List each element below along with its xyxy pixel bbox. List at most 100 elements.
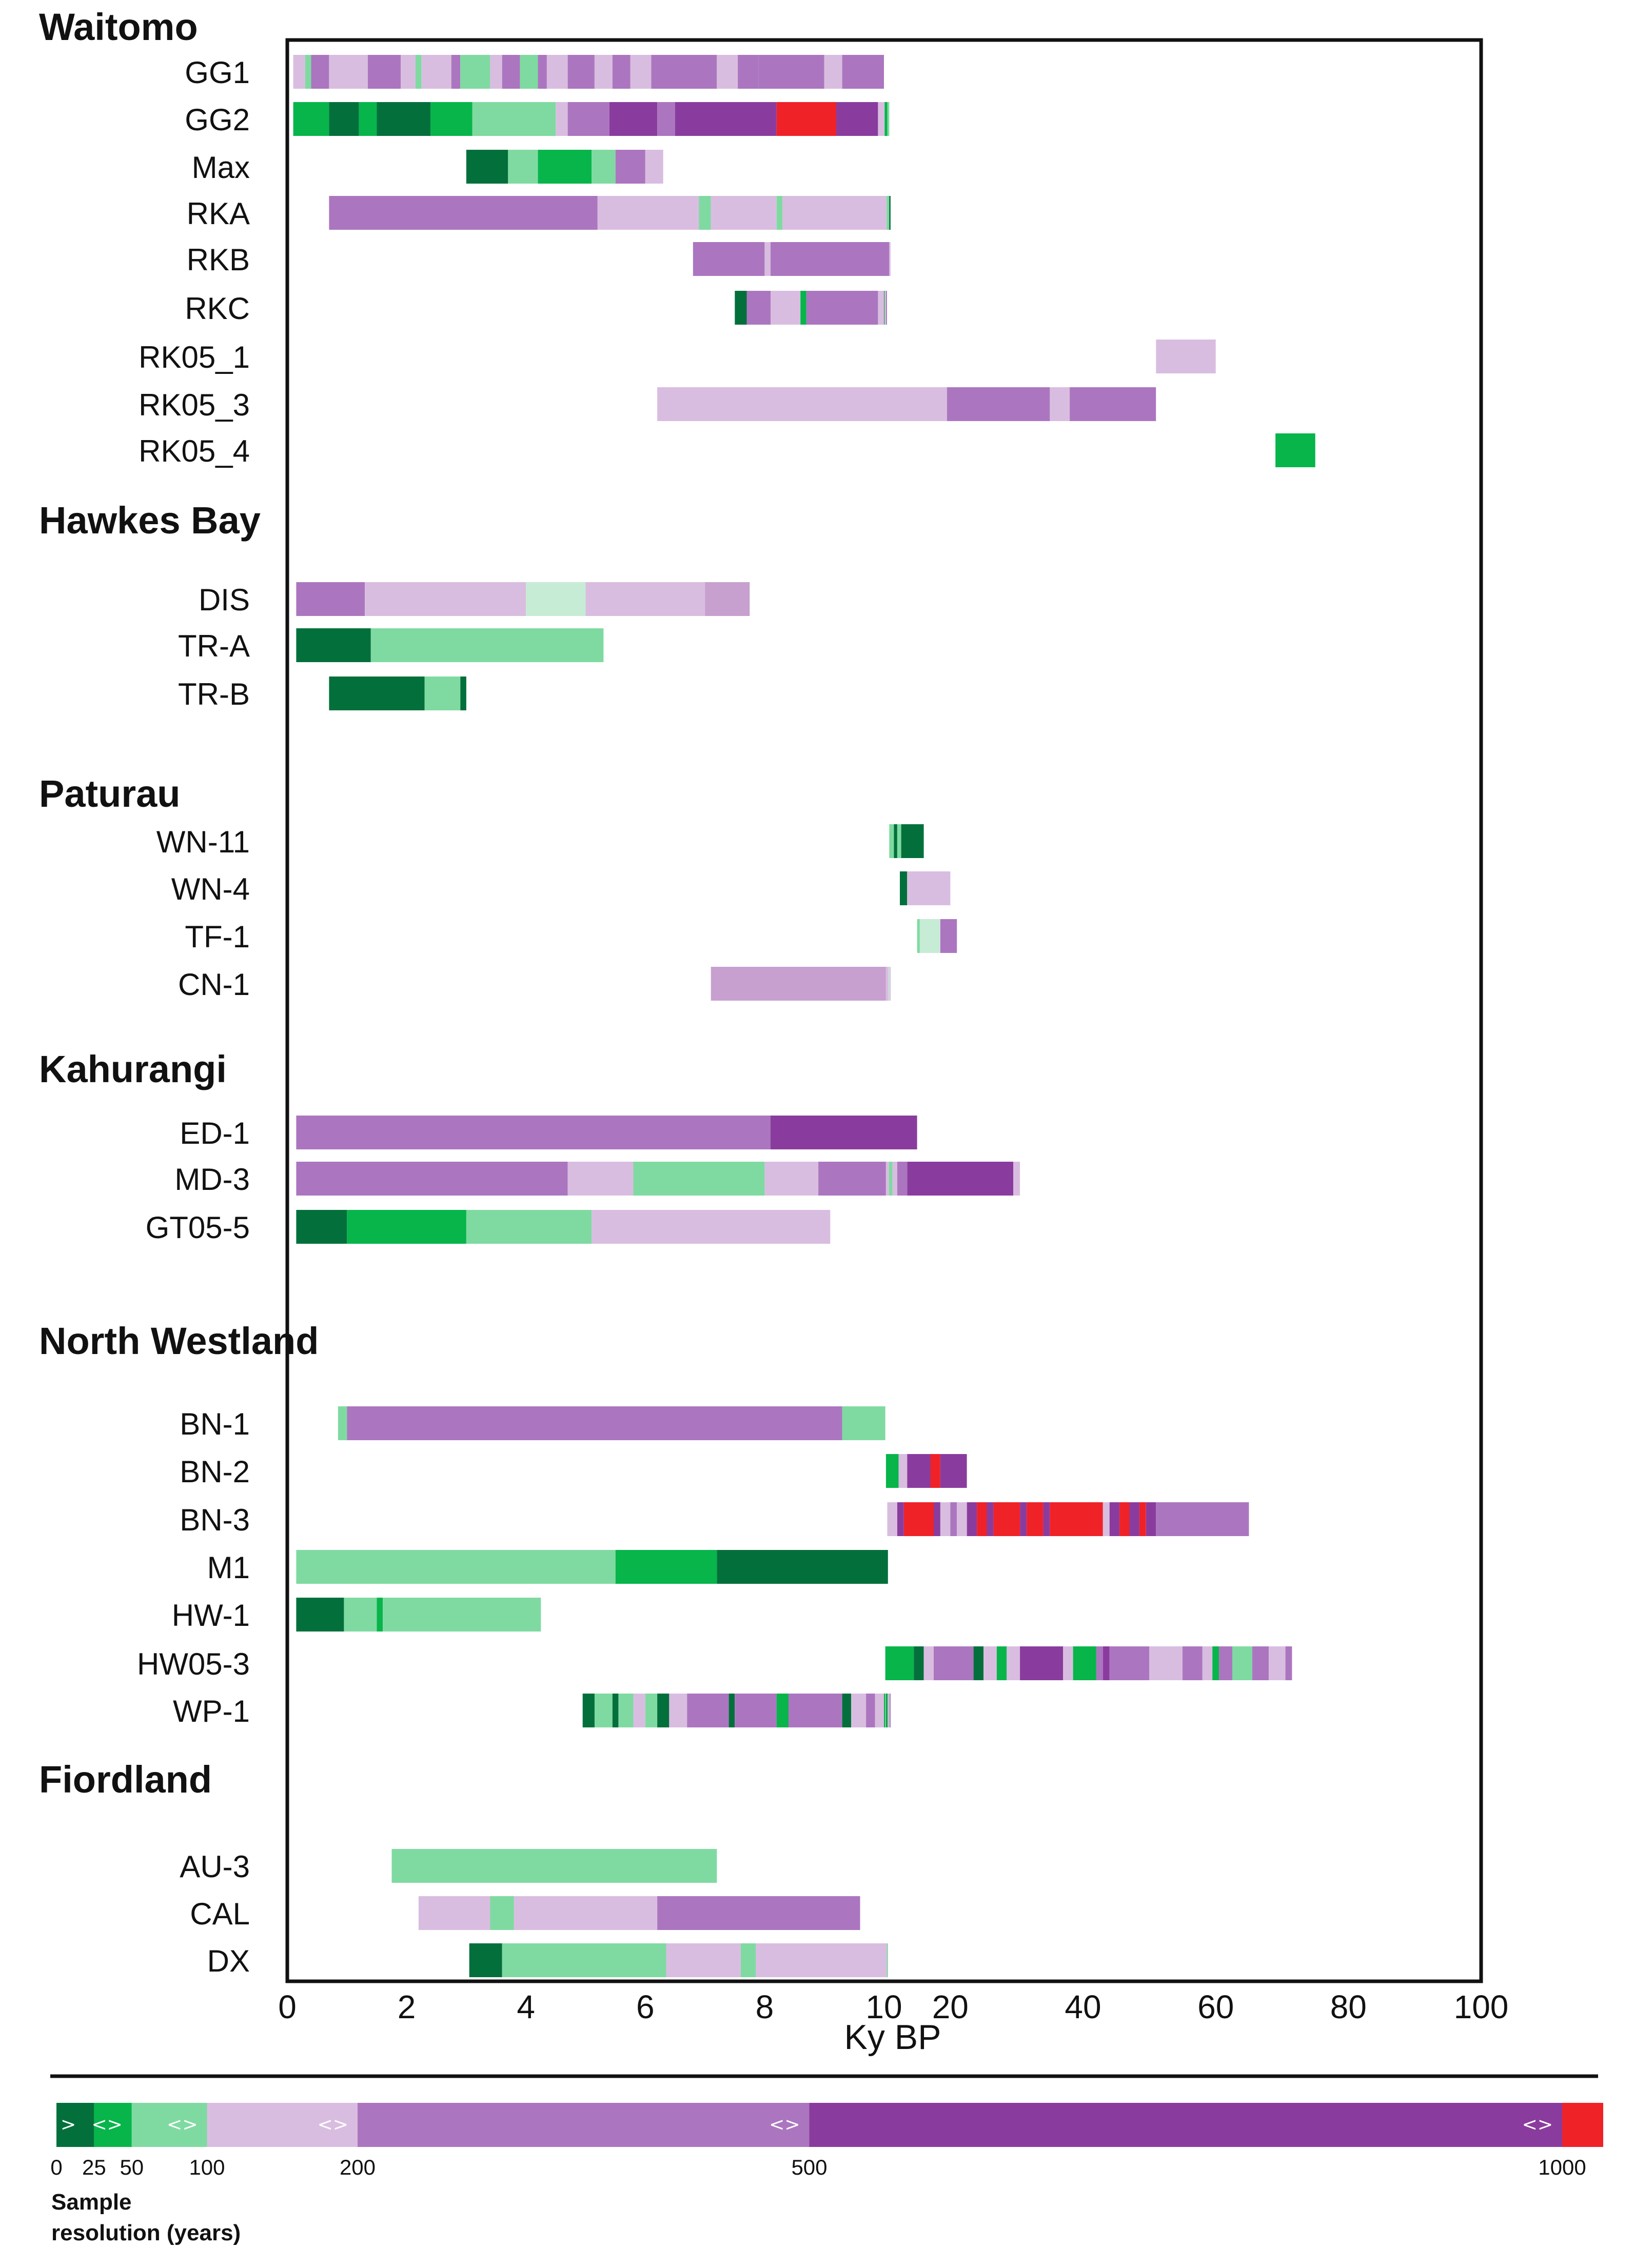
bar-segment (567, 55, 595, 89)
bar-segment (609, 102, 657, 136)
bar-segment (885, 1162, 889, 1196)
bar-segment (892, 1162, 897, 1196)
resolution-legend: > <> <> <> <> <> 0 25 50 100 200 500 1000 (50, 2103, 1603, 2179)
bar-segment (1007, 1646, 1020, 1680)
bar-segment (359, 102, 377, 136)
record-bar-tr-a (296, 628, 604, 662)
x-tick-label: 8 (756, 1988, 774, 2025)
bar-segment (875, 1694, 884, 1727)
bar-segment (740, 1943, 756, 1977)
bar-segment (866, 1694, 875, 1727)
record-label-rkc: RKC (185, 291, 250, 326)
bar-segment (633, 1162, 765, 1196)
record-label-rk05-3: RK05_3 (139, 388, 250, 422)
record-bar-wn-11 (889, 824, 924, 858)
bar-segment (738, 55, 759, 89)
bar-segment (897, 1502, 904, 1536)
bar-segment (546, 55, 568, 89)
record-label-wn-11: WN-11 (156, 825, 250, 859)
bar-segment (764, 1162, 819, 1196)
bar-segment (717, 1550, 888, 1584)
bar-segment (377, 102, 431, 136)
bar-segment (1149, 1646, 1183, 1680)
record-label-rk05-4: RK05_4 (139, 434, 250, 468)
bar-segment (887, 196, 890, 230)
bar-segment (842, 1694, 851, 1727)
bar-segment (1109, 1502, 1120, 1536)
bar-segment (657, 1896, 860, 1930)
bar-segment (538, 150, 592, 184)
bar-segment (885, 1694, 887, 1727)
bar-segment (338, 1406, 347, 1440)
record-bar-tr-b (329, 677, 466, 710)
record-label-rk05-1: RK05_1 (139, 340, 250, 374)
legend-bin-marker: <> (769, 2114, 800, 2135)
bar-segment (977, 1502, 987, 1536)
bar-segment (666, 1943, 741, 1977)
record-label-bn-1: BN-1 (180, 1407, 250, 1441)
bar-segment (907, 871, 951, 905)
bar-segment (887, 1502, 897, 1536)
bar-segment (508, 150, 538, 184)
bar-segment (907, 1454, 931, 1488)
bar-segment (940, 1454, 967, 1488)
record-bar-cal (418, 1896, 860, 1930)
bar-segment (930, 1454, 940, 1488)
bar-segment (296, 1116, 771, 1149)
bar-segment (901, 824, 924, 858)
bar-segment (771, 1116, 917, 1149)
legend-title-line2: resolution (years) (51, 2220, 241, 2245)
bar-segment (469, 1943, 502, 1977)
bar-segment (735, 1694, 777, 1727)
legend-bin-marker: <> (1522, 2114, 1553, 2135)
bar-segment (383, 1598, 541, 1632)
bar-segment (296, 1550, 616, 1584)
bar-segment (675, 102, 777, 136)
record-label-tr-b: TR-B (178, 677, 250, 711)
bar-segment (466, 150, 508, 184)
bar-segment (1232, 1646, 1252, 1680)
labels-layer: Waitomo GG1 GG2 Max RKA RKB RKC RK05_1 RK05_3 RK0… (39, 6, 319, 1978)
legend-bin (809, 2103, 1562, 2147)
bar-segment (296, 1598, 344, 1632)
bar-segment (344, 1598, 377, 1632)
bar-segment (305, 55, 311, 89)
bar-segment (824, 55, 842, 89)
bar-segment (898, 1454, 908, 1488)
record-label-bn-2: BN-2 (180, 1455, 250, 1489)
bar-segment (597, 196, 699, 230)
bar-segment (391, 1849, 717, 1883)
bar-segment (788, 1694, 842, 1727)
bar-segment (836, 102, 878, 136)
bar-segment (889, 1694, 890, 1727)
bar-segment (887, 1694, 889, 1727)
bar-segment (934, 1646, 974, 1680)
x-tick-label: 10 (865, 1988, 902, 2025)
bar-segment (1212, 1646, 1219, 1680)
legend-tick-label: 100 (189, 2155, 225, 2179)
bar-segment (884, 1694, 885, 1727)
bar-segment (1219, 1646, 1232, 1680)
bar-segment (1156, 1502, 1249, 1536)
bar-segment (329, 677, 425, 710)
legend-tick-label: 1000 (1538, 2155, 1586, 2179)
record-bar-gt05-5 (296, 1210, 831, 1244)
record-bar-rk05-1 (1156, 340, 1216, 373)
bar-segment (885, 967, 889, 1001)
bar-segment (776, 102, 836, 136)
bar-segment (993, 1502, 1020, 1536)
bar-segment (296, 628, 371, 662)
group-label-fiordland: Fiordland (39, 1758, 212, 1801)
bar-segment (651, 55, 717, 89)
bar-segment (917, 919, 920, 953)
bar-segment (1013, 1162, 1020, 1196)
record-bar-ed-1 (296, 1116, 917, 1149)
bar-segment (889, 242, 891, 276)
bar-segment (940, 1502, 951, 1536)
record-label-tr-a: TR-A (178, 629, 250, 663)
bar-segment (746, 291, 771, 325)
bar-segment (669, 1694, 687, 1727)
record-bar-dx (469, 1943, 888, 1977)
bar-segment (987, 1502, 994, 1536)
